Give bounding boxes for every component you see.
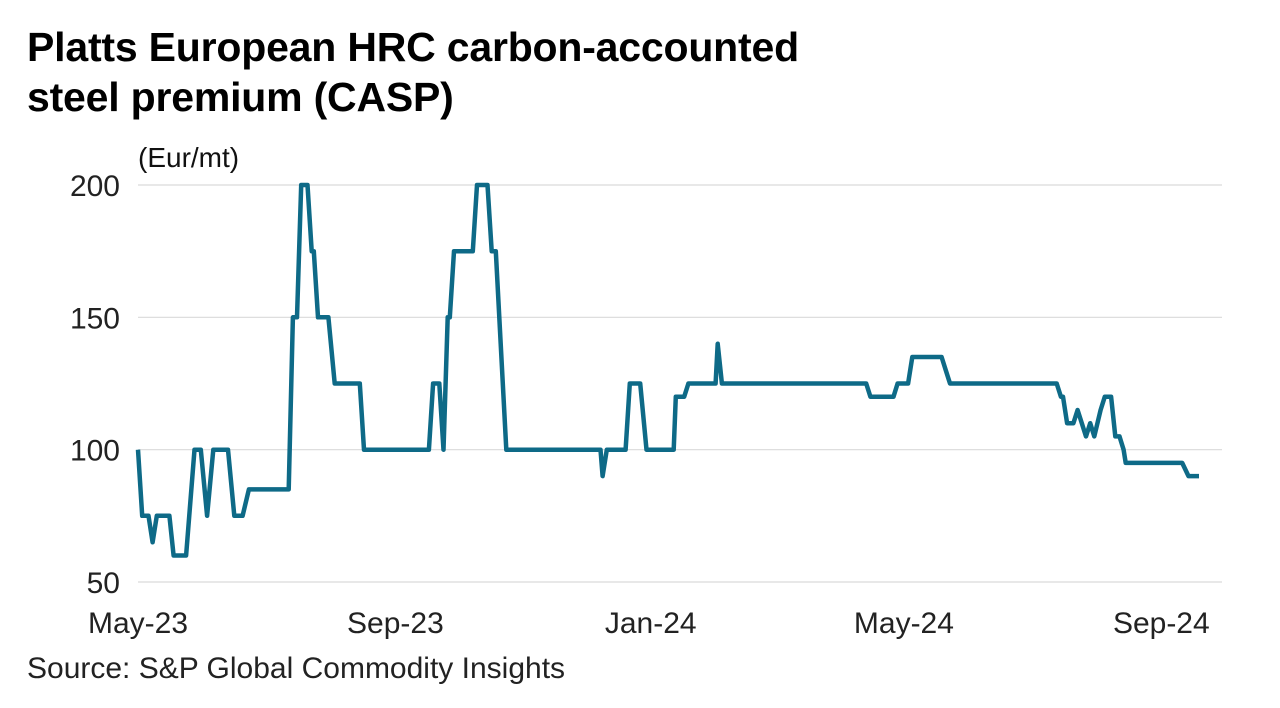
x-tick-label-sep-24: Sep-24	[1113, 607, 1210, 640]
x-tick-label-sep-23: Sep-23	[347, 607, 444, 640]
x-axis-ticks: May-23 Sep-23 Jan-24 May-24 Sep-24	[88, 607, 1210, 640]
source-note: Source: S&P Global Commodity Insights	[27, 652, 566, 685]
y-axis-ticks: 200 150 100 50	[70, 170, 120, 600]
series-group	[135, 182, 1199, 558]
x-tick-label-may-24: May-24	[854, 607, 954, 640]
x-tick-label-jan-24: Jan-24	[605, 607, 697, 640]
x-tick-label-may-23: May-23	[88, 607, 188, 640]
chart-title-line-1: Platts European HRC carbon-accounted	[27, 24, 799, 70]
y-tick-label-200: 200	[70, 170, 120, 203]
chart-title-line-2: steel premium (CASP)	[27, 74, 454, 120]
y-tick-label-150: 150	[70, 302, 120, 335]
y-axis-unit-label: (Eur/mt)	[138, 142, 240, 173]
series-line-casp	[135, 182, 1199, 558]
chart-title: Platts European HRC carbon-accounted ste…	[27, 22, 1127, 122]
y-tick-label-50: 50	[87, 567, 120, 600]
y-tick-label-100: 100	[70, 435, 120, 468]
